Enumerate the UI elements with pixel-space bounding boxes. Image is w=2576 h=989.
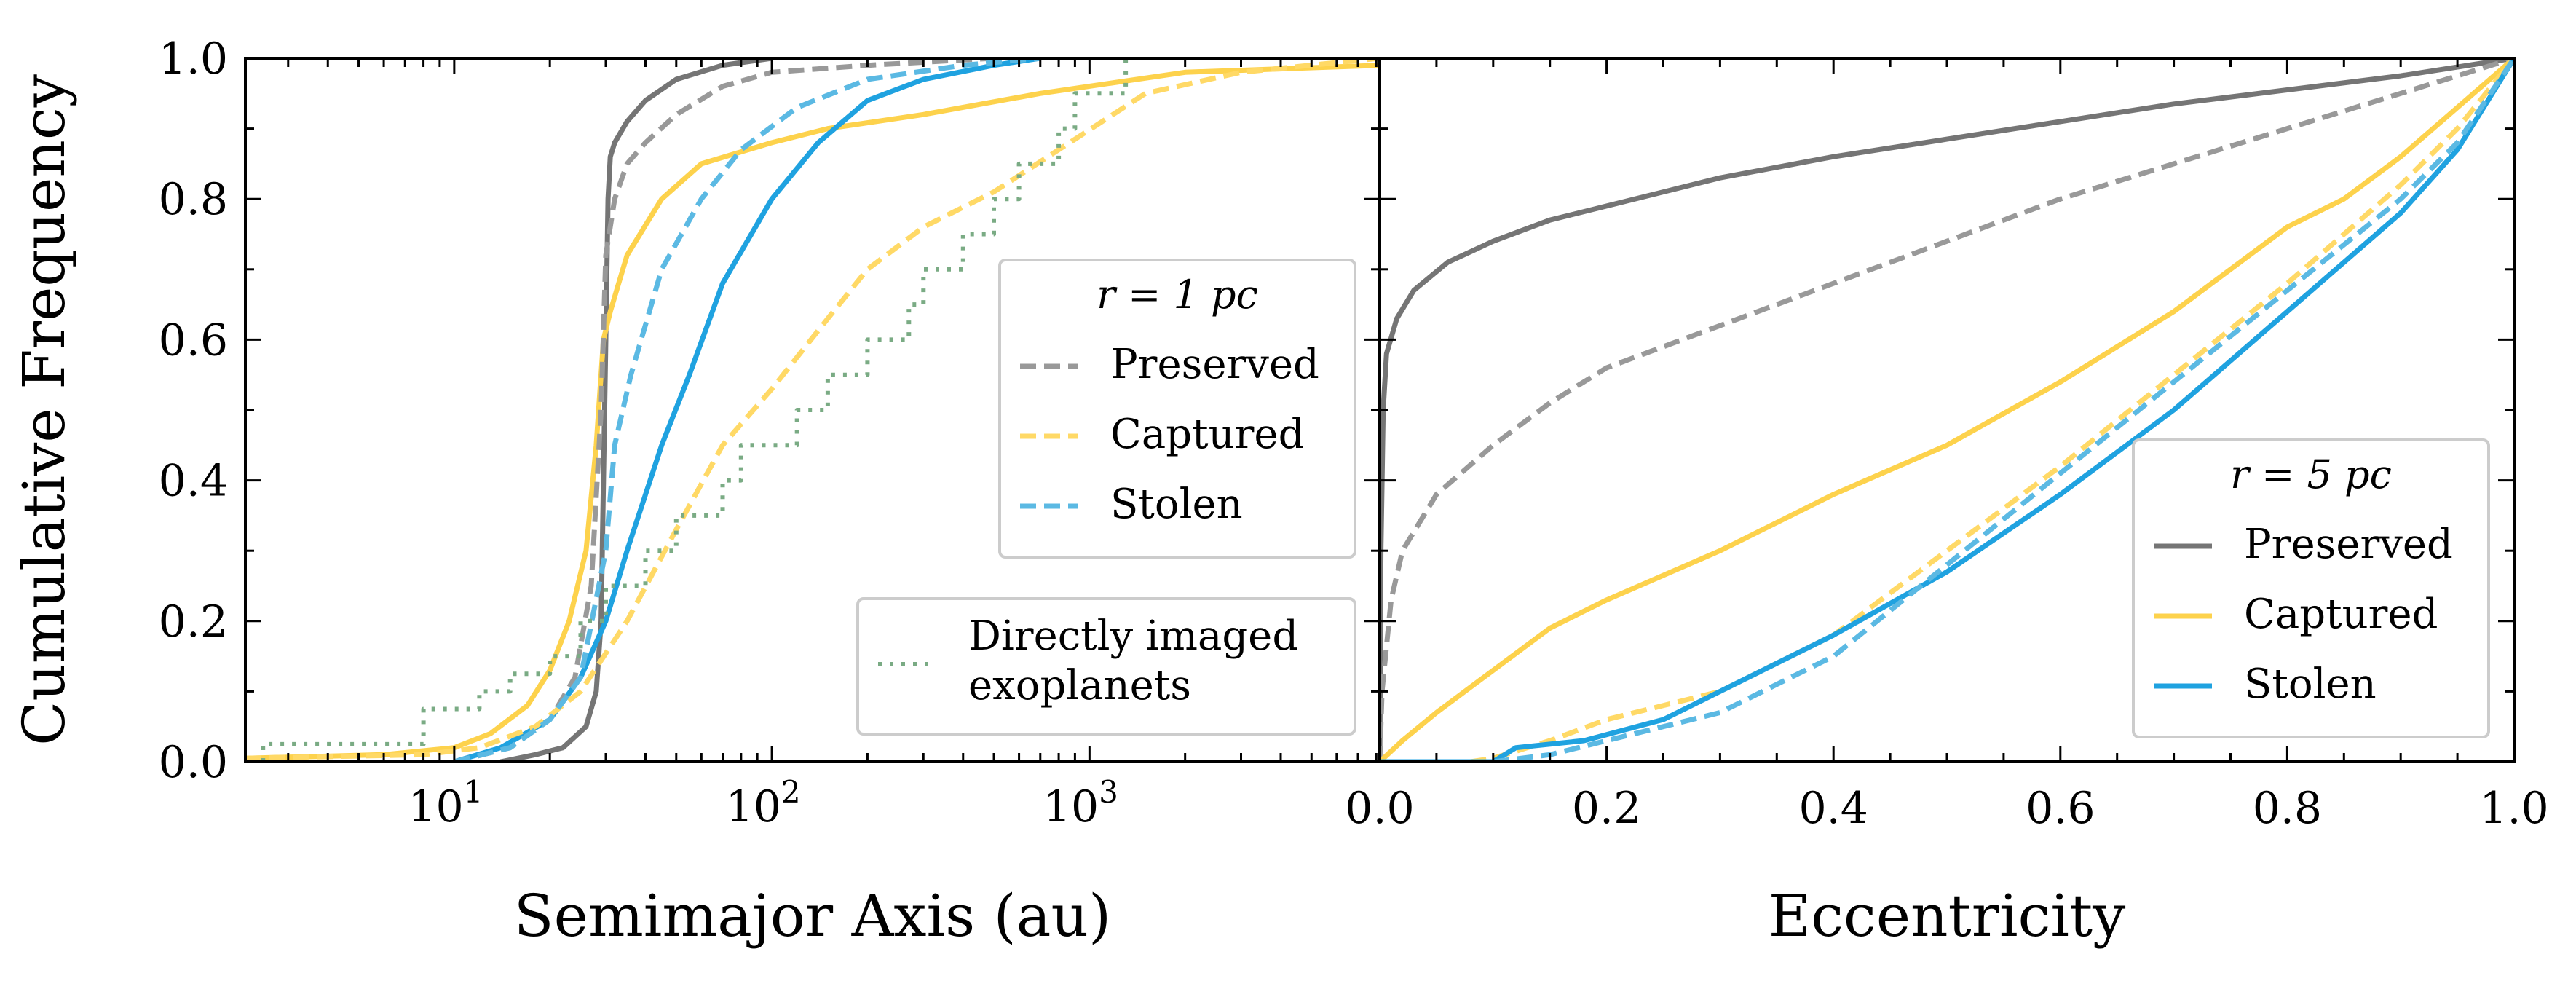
x-tick-label: 103 <box>1043 774 1118 832</box>
x-tick-label-base: 10 <box>726 781 781 832</box>
x-tick-label: 0.6 <box>2026 783 2095 834</box>
series-line-stolen-1pc <box>1493 58 2514 762</box>
x-tick-label-exponent: 3 <box>1099 774 1118 810</box>
x-tick-label-exponent: 1 <box>464 774 483 810</box>
eccentricity-plot-area <box>1380 58 2514 762</box>
x-tick-label: 1.0 <box>2479 783 2548 834</box>
y-tick-label: 0.4 <box>159 456 228 507</box>
x-tick-label: 0.0 <box>1345 783 1414 834</box>
semimajor-axis-xlabel: Semimajor Axis (au) <box>514 882 1111 950</box>
x-tick-label: 0.4 <box>1798 783 1868 834</box>
legend-label: exoplanets <box>968 662 1191 709</box>
legend-label: Directly imaged <box>968 612 1298 660</box>
x-tick-label-base: 10 <box>1043 781 1099 832</box>
eccentricity-ticks: 0.0 0.2 0.4 0.6 0.8 1.0 <box>1345 57 2549 834</box>
semimajor-axis-legends: r = 1 pc Preserved Captured Stolen Directly … <box>856 259 1356 736</box>
legend-title: r = 5 pc <box>2230 452 2392 497</box>
series-line-directly-imaged <box>261 58 1185 762</box>
legend-title: r = 1 pc <box>1097 272 1258 318</box>
eccentricity-xlabel: Eccentricity <box>1769 882 2126 950</box>
legend-label: Stolen <box>2244 661 2377 708</box>
y-axis-label: Cumulative Frequency <box>10 74 78 746</box>
series-line-stolen-1pc <box>454 58 1041 762</box>
y-tick-label: 0.2 <box>159 596 228 647</box>
semimajor-axis-plot-area <box>245 58 1380 762</box>
legend-box <box>998 259 1356 559</box>
y-tick-label: 0.0 <box>159 737 228 788</box>
x-tick-label: 101 <box>408 774 483 832</box>
x-tick-label: 102 <box>726 774 801 832</box>
legend-box <box>2132 438 2490 738</box>
y-tick-label: 0.6 <box>159 315 228 366</box>
x-tick-label-exponent: 2 <box>781 774 801 810</box>
series-line-captured-1pc <box>245 58 1380 761</box>
legend-label: Preserved <box>2244 521 2453 568</box>
y-tick-label: 0.8 <box>159 174 228 225</box>
series-line-preserved-5pc <box>1380 58 2514 762</box>
legend-label: Stolen <box>1110 481 1243 528</box>
series-line-captured-5pc <box>245 63 1380 761</box>
x-tick-label-base: 10 <box>408 781 463 832</box>
x-tick-label: 0.2 <box>1572 783 1641 834</box>
x-tick-label: 0.8 <box>2253 783 2322 834</box>
legend-label: Captured <box>1110 411 1304 458</box>
series-line-preserved-1pc <box>1380 58 2514 762</box>
eccentricity-panel: 0.0 0.2 0.4 0.6 0.8 1.0 r = 5 pc Preserved Capt… <box>1345 57 2549 950</box>
legend-label: Preserved <box>1110 341 1319 388</box>
eccentricity-legends: r = 5 pc Preserved Captured Stolen <box>2132 438 2490 738</box>
series-line-captured-1pc <box>1470 58 2514 762</box>
series-line-stolen-5pc <box>1380 58 2514 762</box>
legend-box <box>856 597 1356 736</box>
series-line-captured-5pc <box>1380 58 2514 762</box>
legend-label: Captured <box>2244 591 2438 638</box>
y-tick-label: 1.0 <box>159 34 228 84</box>
